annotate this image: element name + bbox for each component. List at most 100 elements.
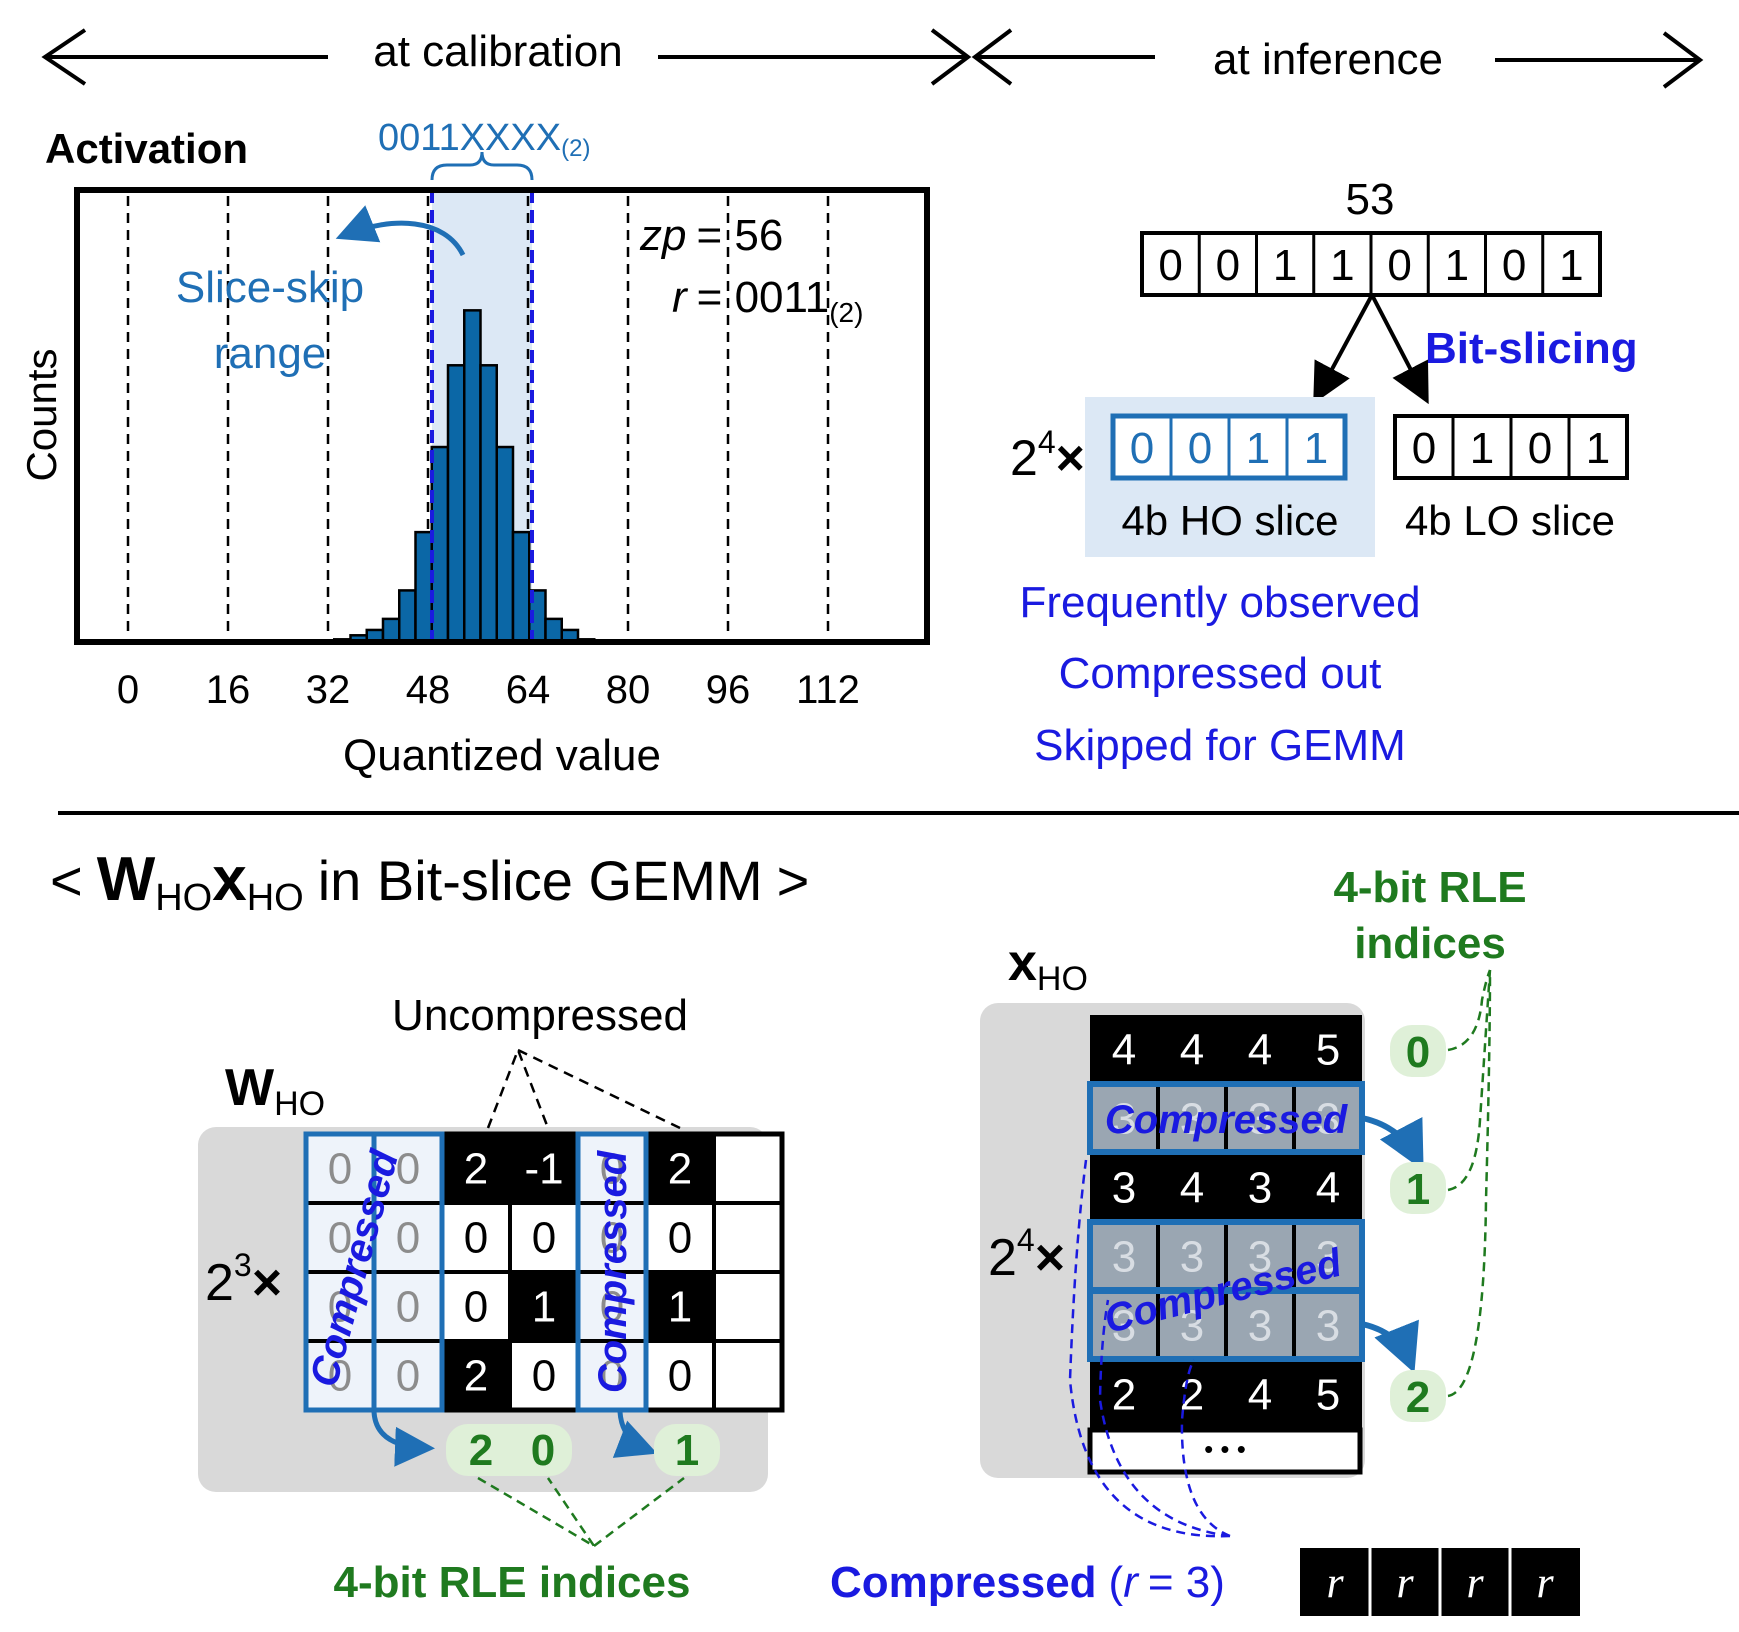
activation-value: 4	[1248, 1371, 1272, 1420]
inference-label: at inference	[1213, 35, 1443, 84]
bit-cell: 0	[1130, 424, 1154, 473]
weight-value: 0	[600, 1214, 624, 1263]
weight-cell	[444, 1343, 508, 1408]
weight-cell	[444, 1274, 508, 1339]
weight-cell	[716, 1274, 780, 1339]
histogram-frame	[74, 187, 930, 645]
weight-rle-index: 1	[675, 1426, 699, 1475]
histogram-bar	[495, 445, 515, 644]
activation-panel: xHO 24× 4 4 4 53 3 3 33 4 3 43 3 3 33 3 3 32 2 4 5 • • • C…	[830, 863, 1580, 1616]
bit-cell: 1	[1246, 424, 1270, 473]
activation-rle-index: 0	[1406, 1028, 1430, 1077]
x-tick-label: 64	[506, 668, 551, 712]
activation-value: 3	[1248, 1164, 1272, 1213]
weight-value: 0	[532, 1214, 556, 1263]
lo-split-arrow	[1370, 294, 1429, 405]
activation-rle-index: 1	[1406, 1165, 1430, 1214]
weight-rle-index: 2	[469, 1426, 493, 1475]
histogram-bar	[544, 617, 563, 644]
gemm-title: < WHOxHO in Bit-slice GEMM >	[50, 845, 809, 919]
ho-split-arrow	[1313, 294, 1374, 405]
x-tick-label: 0	[117, 668, 139, 712]
activation-value: 2	[1112, 1371, 1136, 1420]
r-cell: r	[1326, 1558, 1344, 1607]
weight-rle-bubble-2	[654, 1424, 720, 1476]
weight-rle-leaders	[477, 1476, 685, 1548]
more-rows-ellipsis: • • •	[1204, 1434, 1246, 1464]
activation-rle-bubble	[1390, 1162, 1446, 1214]
weight-value: 0	[328, 1283, 352, 1332]
weight-value: 0	[600, 1283, 624, 1332]
weight-cell	[648, 1205, 712, 1270]
weight-cell	[308, 1205, 372, 1270]
histogram-bar	[381, 617, 401, 644]
activation-rle-index: 2	[1406, 1373, 1430, 1422]
weight-value: 0	[668, 1214, 692, 1263]
histogram-bar	[414, 530, 433, 644]
x-tick-label: 96	[706, 668, 751, 712]
weight-cell	[716, 1136, 780, 1201]
compressed-row-leaders	[1068, 1159, 1231, 1538]
weight-cell	[580, 1274, 644, 1339]
weight-value: 0	[328, 1352, 352, 1401]
lo-slice-label: 4b LO slice	[1405, 497, 1615, 544]
weight-matrix: 0 0 2 -1 0 20 0 0 0 0 00 0 0 1 0 10 0 2 0 0 0	[303, 1131, 785, 1413]
zero-point-annotation: zp = 56	[639, 211, 783, 260]
activation-value: 4	[1180, 1026, 1204, 1075]
activation-rle-label-line2: indices	[1354, 919, 1506, 968]
activation-value: 3	[1316, 1302, 1340, 1351]
activation-value: 3	[1180, 1233, 1204, 1282]
bit-cell: 0	[1412, 424, 1436, 473]
r-cell: r	[1396, 1558, 1414, 1607]
weight-cell	[648, 1343, 712, 1408]
weight-value: 0	[396, 1145, 420, 1194]
weight-value: 0	[464, 1214, 488, 1263]
weight-value: 0	[328, 1145, 352, 1194]
uncompressed-label: Uncompressed	[392, 991, 688, 1040]
activation-value: 4	[1112, 1026, 1136, 1075]
example-value: 53	[1346, 175, 1395, 224]
activation-rle-arrow-1	[1361, 1115, 1424, 1171]
weight-cell	[444, 1136, 508, 1201]
activation-cell	[1228, 1017, 1292, 1082]
weight-rle-arrow-1	[371, 1411, 435, 1467]
bit-cell: 1	[1470, 424, 1494, 473]
activation-cell	[1092, 1224, 1156, 1289]
r-annotation: r = 0011(2)	[672, 273, 863, 328]
slice-skip-arrow	[335, 205, 466, 257]
bit-cell: 1	[1304, 424, 1328, 473]
weight-value: 0	[396, 1214, 420, 1263]
bit-cell: 1	[1559, 241, 1583, 290]
weight-value: 2	[464, 1352, 488, 1401]
slice-skip-label-line1: Slice-skip	[176, 263, 364, 312]
activation-cell	[1296, 1017, 1360, 1082]
note-line-1: Frequently observed	[1019, 578, 1420, 627]
bit-cell: 1	[1586, 424, 1610, 473]
histogram-panel: Activation Counts 0 16 32 48 64 80 96 112 Quant…	[18, 117, 930, 780]
weight-cell	[648, 1136, 712, 1201]
activation-cell	[1160, 1293, 1224, 1358]
activation-value: 3	[1112, 1302, 1136, 1351]
weight-cell	[444, 1205, 508, 1270]
activation-cell	[1160, 1362, 1224, 1427]
activation-value: 3	[1316, 1233, 1340, 1282]
activation-rle-bubble	[1390, 1370, 1446, 1422]
activation-rle-label-line1: 4-bit RLE	[1333, 863, 1526, 912]
activation-value: 3	[1248, 1095, 1272, 1144]
activation-value: 4	[1316, 1164, 1340, 1213]
activation-value: 3	[1180, 1302, 1204, 1351]
weight-cell	[512, 1205, 576, 1270]
activation-cell	[1160, 1017, 1224, 1082]
header: at calibration at inference	[41, 27, 1704, 89]
weight-cell	[376, 1136, 440, 1201]
weight-value: 0	[668, 1352, 692, 1401]
slice-skip-label-line2: range	[214, 329, 327, 378]
histogram-bar	[446, 364, 466, 644]
weight-value: 0	[464, 1283, 488, 1332]
weight-value: -1	[524, 1145, 563, 1194]
activation-cell	[1160, 1224, 1224, 1289]
activation-value: 3	[1112, 1164, 1136, 1213]
